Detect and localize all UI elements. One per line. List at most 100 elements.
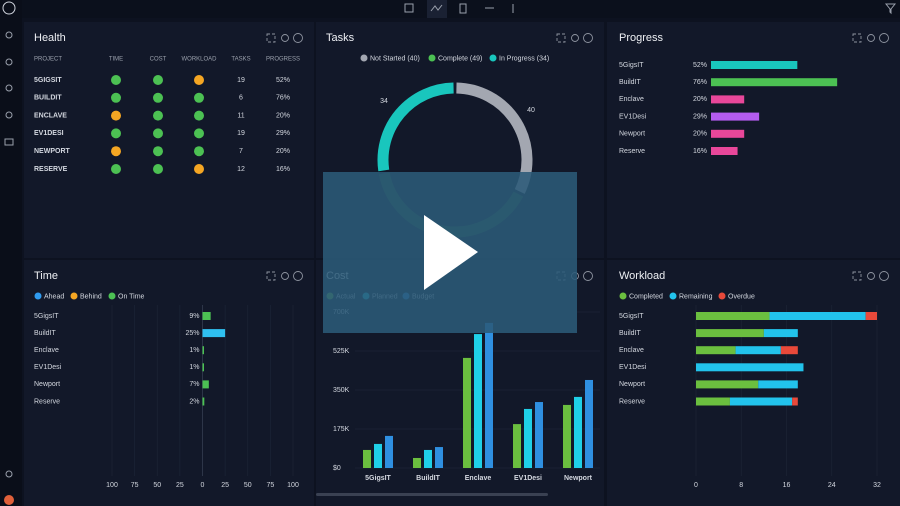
status-dot	[194, 92, 204, 103]
bar	[711, 112, 760, 121]
value-label: 2%	[189, 398, 199, 405]
help-icon[interactable]	[293, 271, 303, 281]
bar	[202, 397, 205, 406]
x-tick-label: 75	[131, 482, 139, 489]
settings-icon[interactable]	[867, 272, 875, 280]
bar	[363, 449, 371, 468]
bar-segment	[792, 397, 798, 406]
status-dot	[153, 164, 163, 174]
play-icon[interactable]	[424, 215, 478, 290]
status-dot	[111, 110, 121, 121]
filter-icon[interactable]	[884, 3, 897, 15]
cell: 7	[239, 148, 243, 155]
y-tick-label: 175K	[333, 426, 350, 433]
project-name: EV1DESI	[34, 130, 64, 137]
expand-icon[interactable]	[266, 33, 276, 43]
value-label: 76%	[693, 79, 707, 86]
legend-label: Complete (49)	[438, 55, 482, 62]
value-label: 7%	[189, 381, 199, 388]
row-label: Reserve	[619, 398, 645, 405]
status-dot	[194, 146, 204, 157]
legend-label: Ahead	[44, 293, 64, 300]
cell: 19	[237, 130, 245, 137]
status-dot	[153, 75, 163, 85]
row-label: Reserve	[34, 398, 60, 405]
settings-icon[interactable]	[281, 272, 289, 280]
row-label: BuildIT	[619, 330, 642, 337]
row-label: EV1Desi	[619, 364, 647, 371]
icon[interactable]	[5, 58, 13, 66]
help-icon[interactable]	[879, 33, 889, 43]
project-name: 5GIGSIT	[34, 77, 62, 84]
status-dot	[111, 75, 121, 85]
expand-icon[interactable]	[266, 271, 276, 281]
bar	[374, 443, 382, 468]
status-dot	[153, 110, 163, 121]
bar	[711, 147, 738, 155]
x-tick-label: 5GigsIT	[365, 475, 391, 482]
bar	[202, 312, 211, 320]
legend-swatch	[360, 54, 368, 62]
legend-swatch	[489, 54, 497, 62]
row-label: BuildIT	[34, 330, 57, 337]
x-tick-label: BuildIT	[416, 475, 440, 482]
bar	[585, 379, 593, 468]
bar-segment	[769, 312, 866, 320]
cell: 6	[239, 95, 243, 102]
x-tick-label: 0	[201, 482, 205, 489]
row-label: EV1Desi	[619, 113, 647, 120]
video-overlay[interactable]	[323, 172, 577, 333]
settings-icon[interactable]	[571, 34, 579, 42]
column-header: COST	[150, 57, 167, 63]
project-name: RESERVE	[34, 166, 68, 173]
help-icon[interactable]	[879, 271, 889, 281]
legend-label: Overdue	[728, 293, 755, 300]
icon[interactable]	[5, 111, 13, 119]
bar-segment	[780, 346, 798, 355]
bar	[413, 457, 421, 468]
bar	[513, 424, 521, 468]
help-icon[interactable]	[293, 33, 303, 43]
x-tick-label: 8	[739, 482, 743, 489]
settings-icon[interactable]	[281, 34, 289, 42]
icon[interactable]	[404, 3, 414, 13]
legend-label: Not Started (40)	[370, 55, 420, 62]
row-label: Newport	[619, 131, 645, 138]
bar-segment	[729, 397, 793, 406]
panel-tools	[266, 271, 303, 281]
expand-icon[interactable]	[852, 33, 862, 43]
status-dot	[194, 128, 204, 139]
icon[interactable]	[5, 84, 13, 92]
x-tick-label: EV1Desi	[514, 475, 542, 482]
bar	[435, 447, 443, 468]
expand-icon[interactable]	[556, 33, 566, 43]
legend-label: On Time	[118, 293, 145, 300]
bar-segment	[696, 380, 759, 389]
settings-icon[interactable]	[867, 34, 875, 42]
legend-swatch	[34, 292, 42, 300]
expand-icon[interactable]	[852, 271, 862, 281]
icon[interactable]	[459, 3, 467, 14]
bar	[202, 363, 204, 372]
value-label: 52%	[693, 62, 707, 69]
icon[interactable]	[5, 31, 13, 39]
help-icon[interactable]	[583, 271, 593, 281]
icon[interactable]	[430, 4, 443, 12]
bar-segment	[763, 329, 798, 338]
logo[interactable]	[2, 1, 16, 15]
value-label: 29%	[693, 113, 707, 120]
x-tick-label: Newport	[564, 475, 593, 482]
icon[interactable]	[5, 470, 13, 478]
panel-tools	[852, 271, 889, 281]
help-icon[interactable]	[583, 33, 593, 43]
cell: 20%	[276, 112, 290, 119]
avatar[interactable]	[4, 495, 14, 505]
x-tick-label: 24	[828, 482, 836, 489]
icon[interactable]	[4, 138, 14, 146]
donut-label: 40	[527, 107, 535, 114]
sidebar	[0, 0, 22, 506]
bar	[563, 404, 571, 468]
x-tick-label: 25	[176, 482, 184, 489]
status-dot	[153, 92, 163, 103]
